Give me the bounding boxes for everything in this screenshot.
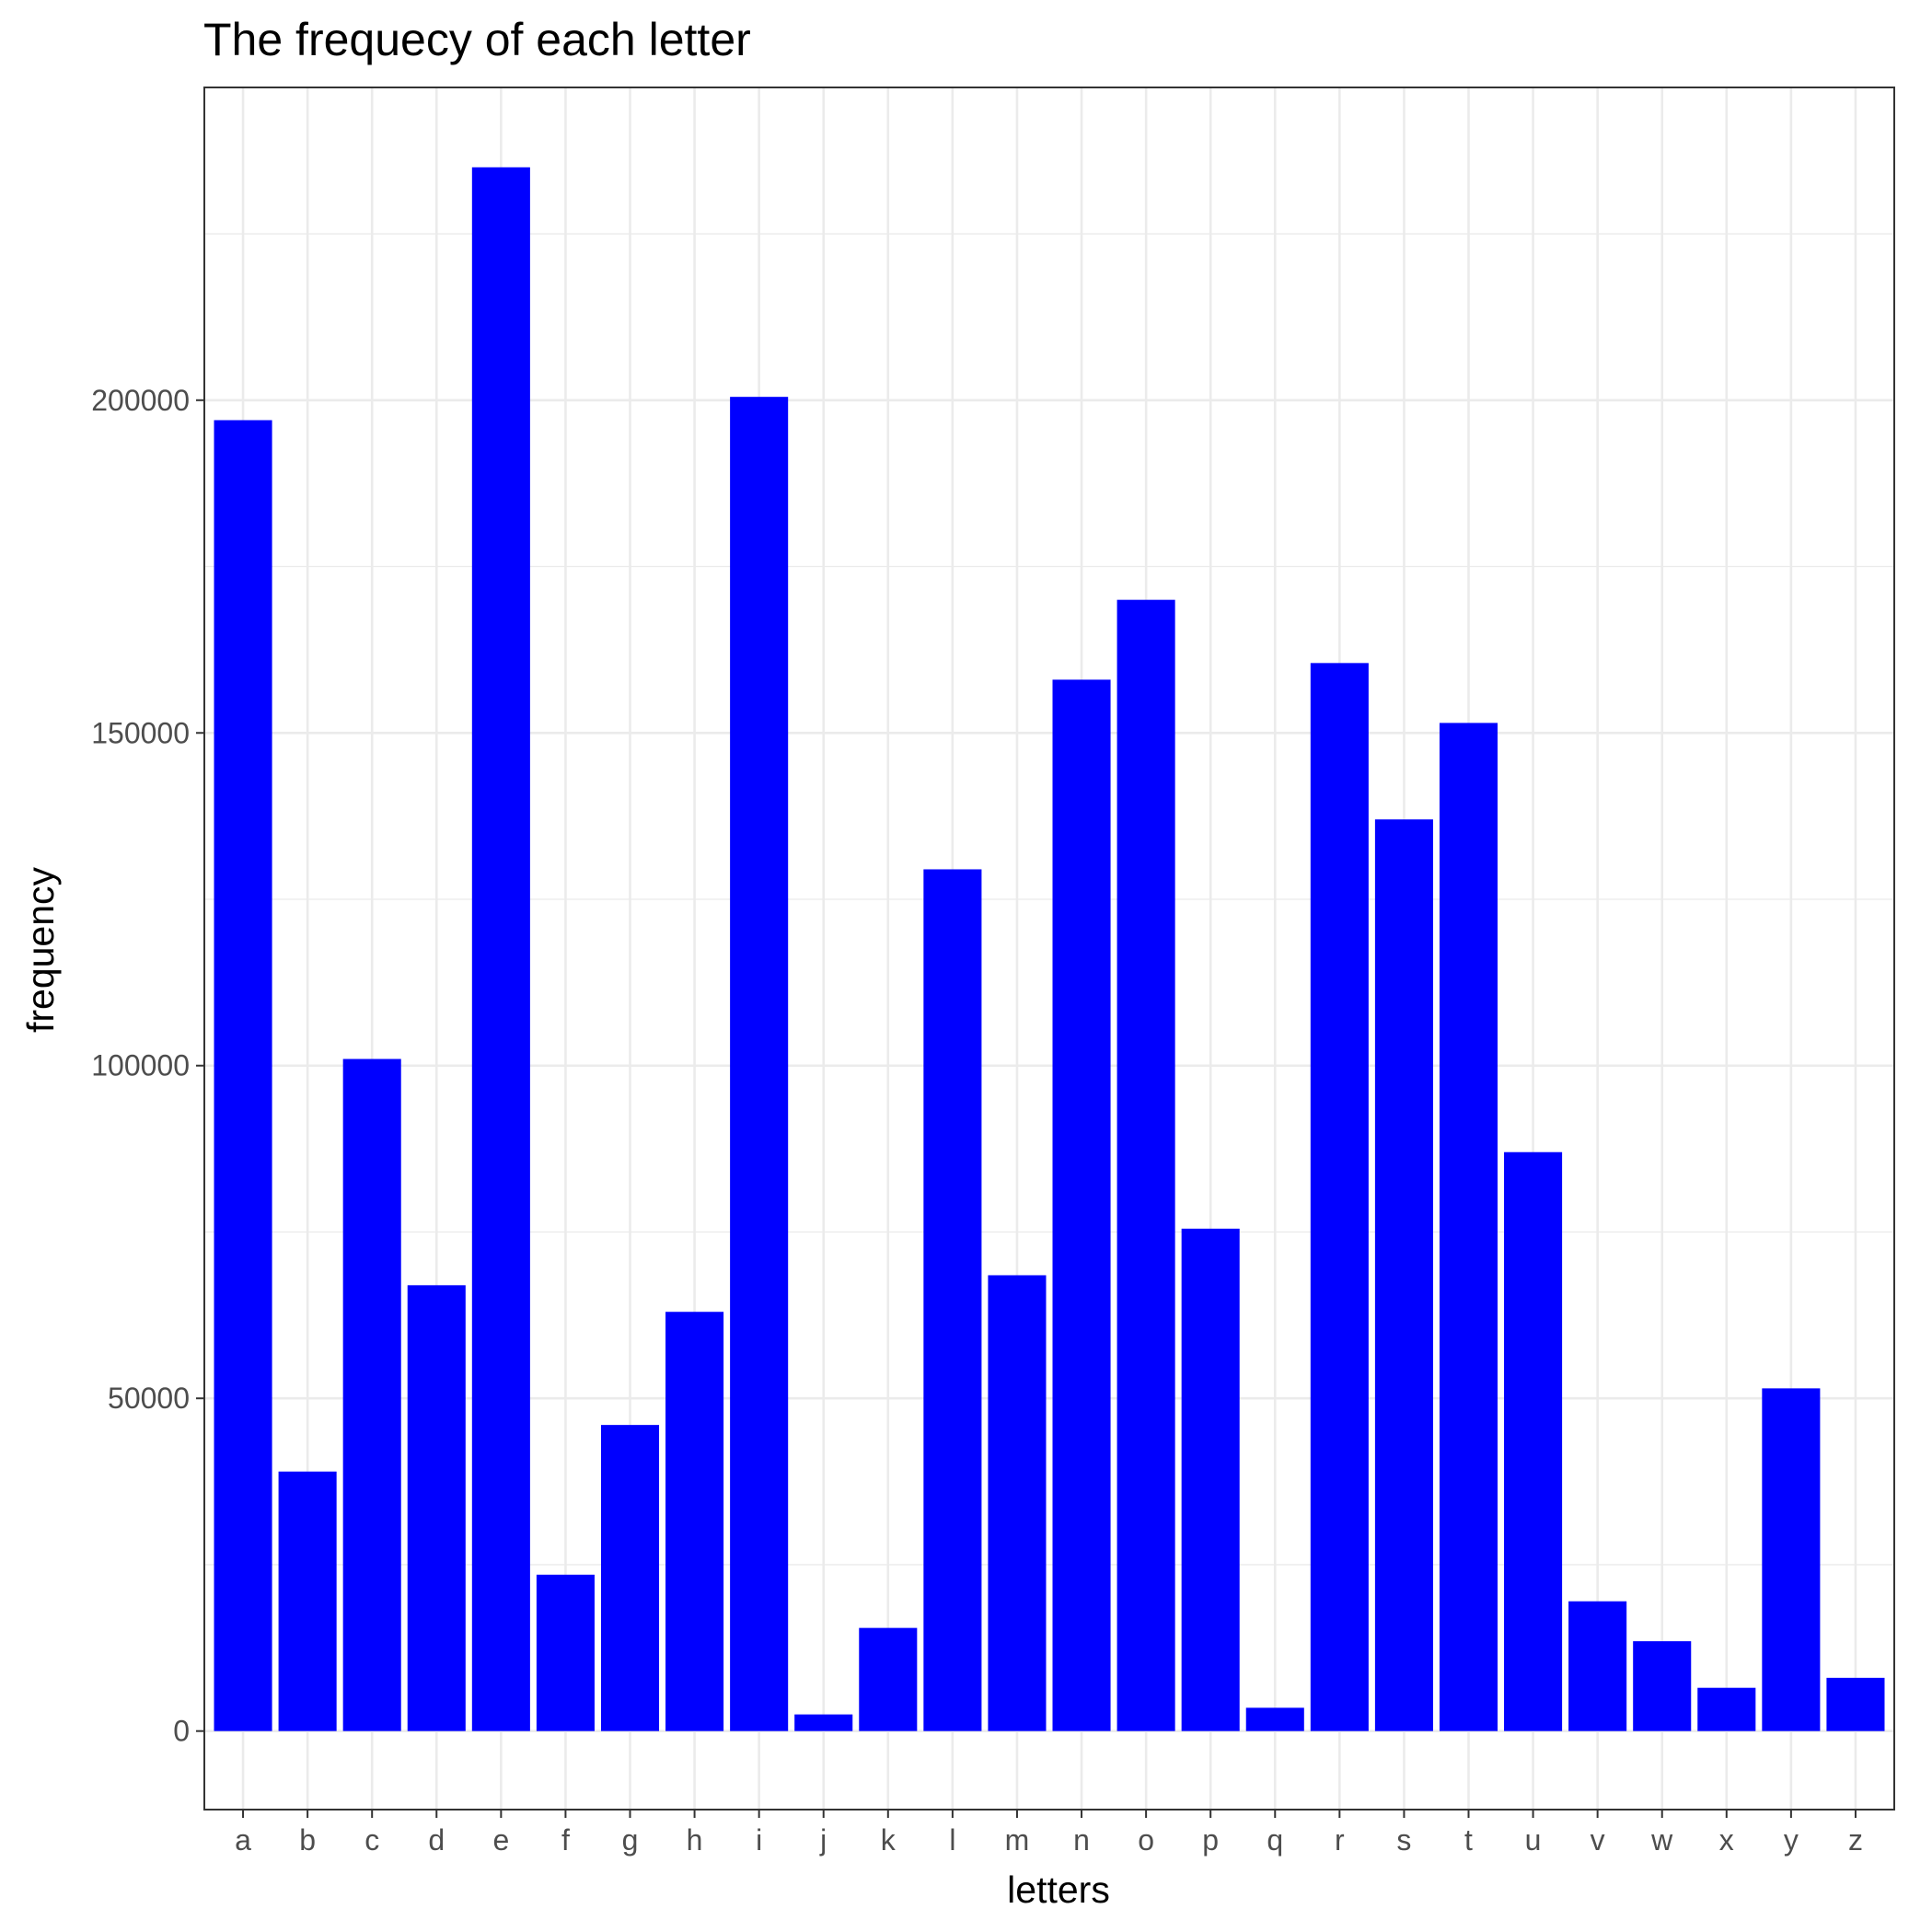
x-tick-label: z xyxy=(1848,1823,1863,1857)
x-tick-label: p xyxy=(1202,1823,1219,1857)
panel-border xyxy=(203,87,1895,1811)
bar-h xyxy=(665,1312,724,1731)
x-tick-label: s xyxy=(1396,1823,1411,1857)
x-tick-label: n xyxy=(1073,1823,1090,1857)
bar-j xyxy=(794,1714,853,1731)
x-tick-label: q xyxy=(1267,1823,1283,1857)
x-axis-title: letters xyxy=(1007,1868,1110,1911)
y-tick-label: 150000 xyxy=(91,716,190,749)
bar-z xyxy=(1826,1677,1885,1731)
x-tick-label: y xyxy=(1784,1823,1799,1857)
bar-v xyxy=(1568,1601,1627,1731)
bar-o xyxy=(1116,599,1175,1731)
bar-n xyxy=(1052,679,1111,1731)
x-tick-label: g xyxy=(622,1823,639,1857)
bar-q xyxy=(1245,1707,1304,1731)
bar-b xyxy=(278,1471,337,1731)
x-tick-label: b xyxy=(299,1823,316,1857)
y-axis-title: frequency xyxy=(19,866,62,1033)
x-tick-label: j xyxy=(819,1823,827,1857)
bar-c xyxy=(342,1059,401,1731)
x-tick-label: t xyxy=(1464,1823,1473,1857)
bars xyxy=(214,167,1885,1731)
chart-title: The frequecy of each letter xyxy=(203,14,751,65)
bar-f xyxy=(536,1574,595,1731)
bar-k xyxy=(859,1627,918,1731)
bar-p xyxy=(1181,1228,1240,1731)
bar-a xyxy=(214,420,272,1731)
bar-g xyxy=(600,1425,660,1731)
y-axis: 0 50000 100000 150000 200000 xyxy=(91,384,204,1748)
x-tick-label: m xyxy=(1005,1823,1030,1857)
bar-r xyxy=(1310,663,1369,1731)
x-tick-label: u xyxy=(1525,1823,1542,1857)
bar-l xyxy=(923,869,982,1731)
bar-t xyxy=(1439,723,1498,1731)
x-tick-label: e xyxy=(492,1823,509,1857)
x-tick-label: k xyxy=(881,1823,897,1857)
x-axis: a b c d e f g h i j k l m n o p q r s t u v w x y z xyxy=(235,1810,1863,1857)
y-tick-label: 100000 xyxy=(91,1049,190,1082)
x-tick-label: r xyxy=(1335,1823,1345,1857)
x-tick-label: l xyxy=(949,1823,955,1857)
y-tick-label: 50000 xyxy=(108,1382,190,1415)
plot-panel xyxy=(203,87,1895,1811)
bar-d xyxy=(407,1285,466,1731)
bar-s xyxy=(1374,819,1433,1731)
x-tick-label: a xyxy=(235,1823,251,1857)
x-tick-label: d xyxy=(428,1823,445,1857)
x-tick-label: o xyxy=(1138,1823,1154,1857)
x-tick-label: f xyxy=(561,1823,570,1857)
x-tick-label: w xyxy=(1650,1823,1673,1857)
bar-u xyxy=(1504,1151,1563,1731)
y-tick-label: 200000 xyxy=(91,384,190,417)
x-tick-label: x xyxy=(1719,1823,1734,1857)
bar-w xyxy=(1633,1641,1692,1731)
bar-i xyxy=(730,397,789,1731)
bar-x xyxy=(1697,1687,1756,1731)
bar-e xyxy=(471,167,530,1731)
x-tick-label: v xyxy=(1591,1823,1605,1857)
x-tick-label: i xyxy=(756,1823,762,1857)
x-tick-label: c xyxy=(364,1823,379,1857)
bar-m xyxy=(988,1275,1047,1731)
bar-y xyxy=(1762,1388,1821,1731)
x-tick-label: h xyxy=(687,1823,703,1857)
y-tick-label: 0 xyxy=(173,1715,190,1748)
